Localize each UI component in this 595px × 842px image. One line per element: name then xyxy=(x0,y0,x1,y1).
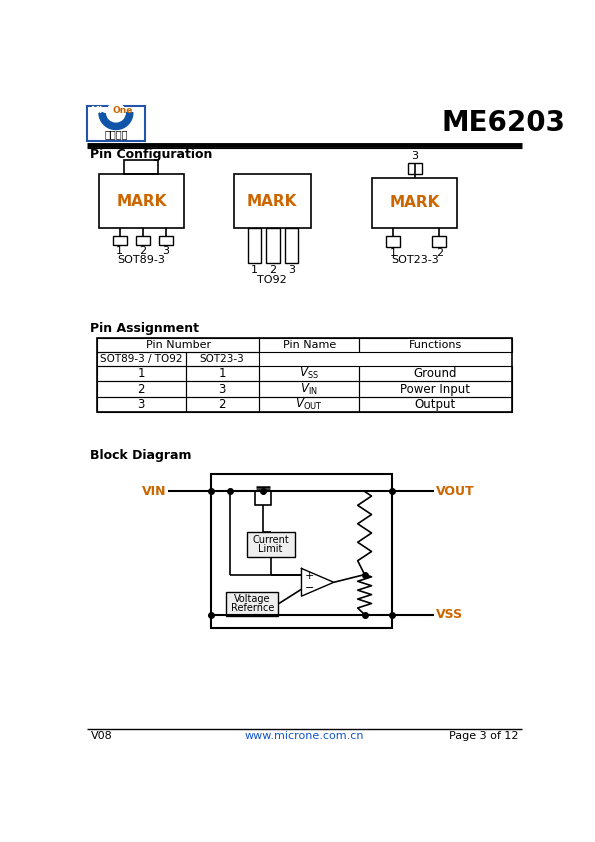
Bar xyxy=(359,338,512,352)
Text: 1: 1 xyxy=(251,265,258,275)
Text: Pin Configuration: Pin Configuration xyxy=(90,148,212,162)
Text: 2: 2 xyxy=(218,398,226,411)
Text: MARK: MARK xyxy=(247,194,298,209)
Text: 2: 2 xyxy=(270,265,277,275)
Bar xyxy=(408,163,422,174)
Text: Pin Number: Pin Number xyxy=(146,340,211,350)
Text: Page 3 of 12: Page 3 of 12 xyxy=(449,731,519,740)
Text: 1: 1 xyxy=(116,246,123,256)
Bar xyxy=(113,236,127,245)
Bar xyxy=(259,381,359,397)
Text: Power Input: Power Input xyxy=(400,382,471,396)
Bar xyxy=(98,381,186,397)
Text: SOT89-3: SOT89-3 xyxy=(117,255,165,265)
Text: Current: Current xyxy=(252,535,289,545)
Text: Micr: Micr xyxy=(90,106,112,115)
Bar xyxy=(99,174,184,228)
Text: $V_{\mathrm{IN}}$: $V_{\mathrm{IN}}$ xyxy=(300,381,318,397)
Bar xyxy=(226,592,278,616)
Bar xyxy=(136,236,150,245)
Bar xyxy=(186,366,259,381)
Bar xyxy=(247,532,295,557)
Bar xyxy=(359,366,512,381)
Text: Block Diagram: Block Diagram xyxy=(90,449,191,461)
Text: One: One xyxy=(113,106,133,115)
Text: 3: 3 xyxy=(162,246,170,256)
Bar xyxy=(266,228,280,263)
Bar xyxy=(124,160,158,174)
Text: Limit: Limit xyxy=(258,544,283,554)
Text: −: − xyxy=(305,584,314,594)
Bar xyxy=(433,236,446,248)
Text: VIN: VIN xyxy=(142,485,166,498)
Bar xyxy=(234,174,311,228)
Bar xyxy=(255,492,271,505)
Text: $V_{\mathrm{OUT}}$: $V_{\mathrm{OUT}}$ xyxy=(296,397,323,412)
Text: 1: 1 xyxy=(218,367,226,380)
Text: 3: 3 xyxy=(137,398,145,411)
Text: Voltage: Voltage xyxy=(234,594,271,605)
Bar xyxy=(87,106,145,141)
Bar xyxy=(186,381,259,397)
Text: Functions: Functions xyxy=(409,340,462,350)
Text: www.microne.com.cn: www.microne.com.cn xyxy=(245,731,364,740)
Text: VSS: VSS xyxy=(436,608,464,621)
Text: ME6203: ME6203 xyxy=(441,109,565,136)
Text: 1: 1 xyxy=(137,367,145,380)
Text: 3: 3 xyxy=(288,265,295,275)
Bar xyxy=(186,397,259,412)
Bar xyxy=(98,338,512,412)
Text: Pin Name: Pin Name xyxy=(283,340,336,350)
Text: VOUT: VOUT xyxy=(436,485,475,498)
Polygon shape xyxy=(99,113,133,130)
Text: TO92: TO92 xyxy=(257,274,287,285)
Text: 2: 2 xyxy=(137,382,145,396)
Bar xyxy=(359,381,512,397)
Text: 3: 3 xyxy=(411,152,418,162)
Circle shape xyxy=(107,104,125,122)
Text: SOT89-3 / TO92: SOT89-3 / TO92 xyxy=(100,354,183,364)
Text: +: + xyxy=(305,571,314,581)
Text: 微盟电子: 微盟电子 xyxy=(104,129,128,139)
Polygon shape xyxy=(302,568,334,596)
Bar xyxy=(98,338,259,352)
Text: 3: 3 xyxy=(218,382,226,396)
Text: 2: 2 xyxy=(436,248,443,258)
Text: MARK: MARK xyxy=(390,195,440,210)
Bar xyxy=(248,228,261,263)
Bar xyxy=(284,228,299,263)
Text: $V_{\mathrm{SS}}$: $V_{\mathrm{SS}}$ xyxy=(299,366,319,381)
Text: SOT23-3: SOT23-3 xyxy=(200,354,245,364)
Bar xyxy=(159,236,173,245)
Bar xyxy=(98,397,186,412)
Bar xyxy=(386,236,400,248)
Bar xyxy=(259,366,359,381)
Text: Output: Output xyxy=(415,398,456,411)
Bar xyxy=(259,397,359,412)
Bar xyxy=(186,352,259,366)
Text: Refernce: Refernce xyxy=(230,604,274,614)
Text: Pin Assignment: Pin Assignment xyxy=(90,322,199,334)
Text: 1: 1 xyxy=(390,248,397,258)
Text: 2: 2 xyxy=(139,246,146,256)
Text: V08: V08 xyxy=(91,731,113,740)
Bar xyxy=(359,397,512,412)
Bar xyxy=(98,352,186,366)
Bar xyxy=(98,366,186,381)
Text: Ground: Ground xyxy=(414,367,457,380)
Bar xyxy=(372,178,457,228)
Bar xyxy=(259,338,359,352)
Bar xyxy=(211,475,392,628)
Text: SOT23-3: SOT23-3 xyxy=(391,255,439,265)
Text: MARK: MARK xyxy=(116,194,167,209)
